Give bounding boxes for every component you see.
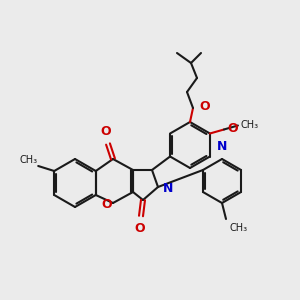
Text: CH₃: CH₃ (19, 155, 37, 165)
Text: O: O (199, 100, 210, 113)
Text: O: O (227, 122, 238, 135)
Text: O: O (101, 125, 111, 138)
Text: CH₃: CH₃ (229, 223, 247, 233)
Text: N: N (217, 140, 227, 153)
Text: N: N (163, 182, 173, 194)
Text: CH₃: CH₃ (241, 119, 259, 130)
Text: O: O (135, 222, 145, 235)
Text: O: O (102, 197, 112, 211)
